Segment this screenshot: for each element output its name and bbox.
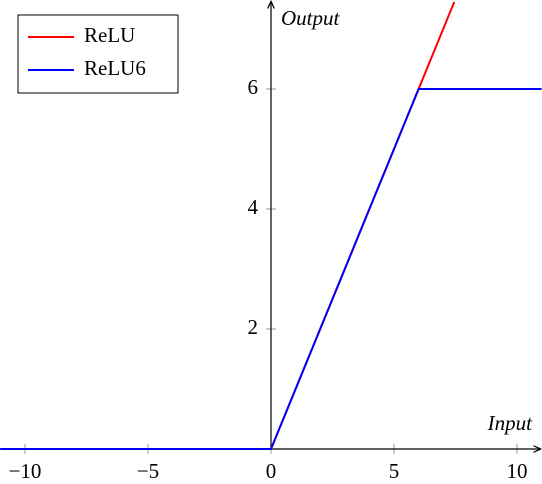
x-tick-label: 0	[266, 459, 277, 483]
x-tick-label: −10	[9, 459, 42, 483]
x-tick-label: 5	[389, 459, 400, 483]
y-axis-label: Output	[281, 6, 341, 30]
line-relu6	[0, 88, 542, 450]
x-tick-label: −5	[137, 459, 159, 483]
y-tick-label: 4	[248, 195, 259, 219]
legend-label: ReLU6	[84, 56, 146, 80]
x-axis-label: Input	[487, 411, 533, 435]
y-tick-label: 2	[248, 315, 259, 339]
x-tick-label: 10	[507, 459, 528, 483]
y-tick-label: 6	[248, 75, 259, 99]
legend-label: ReLU	[84, 23, 135, 47]
legend-box	[17, 14, 179, 94]
